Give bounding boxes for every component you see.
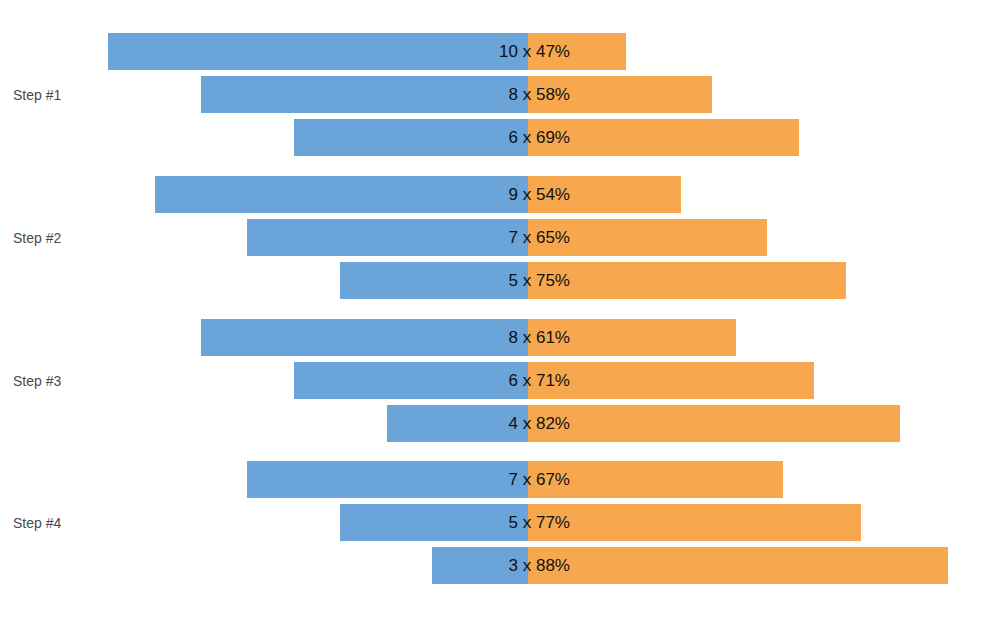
percent-bar-segment [528,362,814,399]
count-bar-segment [201,76,528,113]
count-bar-segment [247,461,528,498]
bar-value-label: 7 x 65% [509,219,570,256]
diverging-bar-chart: Step #1 10 x 47% 8 x 58% 6 x 69% Step #2 9 x … [0,0,1000,618]
count-bar-segment [387,405,528,442]
count-bar-segment [155,176,528,213]
count-bar-segment [108,33,528,70]
bar-value-label: 8 x 58% [509,76,570,113]
percent-bar-segment [528,547,948,584]
bar-value-label: 7 x 67% [509,461,570,498]
group-label: Step #2 [13,228,61,248]
count-bar-segment [201,319,528,356]
count-bar-segment [340,504,528,541]
bar-value-label: 9 x 54% [509,176,570,213]
bar-value-label: 8 x 61% [509,319,570,356]
count-bar-segment [247,219,528,256]
bar-value-label: 6 x 69% [509,119,570,156]
bar-value-label: 3 x 88% [509,547,570,584]
bar-value-label: 4 x 82% [509,405,570,442]
bar-value-label: 5 x 77% [509,504,570,541]
count-bar-segment [294,119,528,156]
group-label: Step #1 [13,85,61,105]
count-bar-segment [294,362,528,399]
group-label: Step #3 [13,371,61,391]
count-bar-segment [340,262,528,299]
bar-value-label: 5 x 75% [509,262,570,299]
percent-bar-segment [528,405,900,442]
percent-bar-segment [528,504,861,541]
percent-bar-segment [528,262,846,299]
bar-value-label: 10 x 47% [499,33,570,70]
group-label: Step #4 [13,513,61,533]
bar-value-label: 6 x 71% [509,362,570,399]
